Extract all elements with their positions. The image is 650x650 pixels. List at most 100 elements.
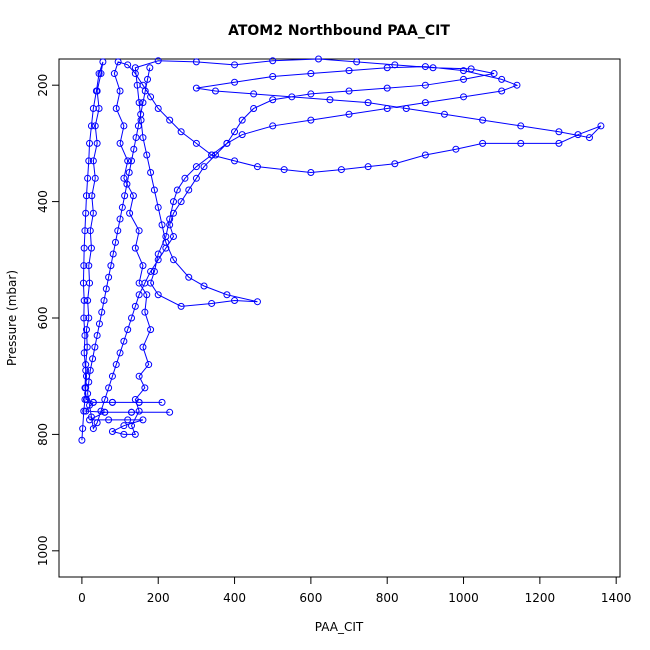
data-point [192,139,200,147]
data-point [87,244,95,252]
data-point [166,116,174,124]
data-point [555,139,563,147]
y-tick-label: 400 [36,190,50,213]
data-point [112,104,120,112]
data-point [131,395,139,403]
y-axis: 200 400 600 800 1000 [36,74,59,566]
data-point [95,70,103,78]
data-point [92,87,100,95]
data-point [143,151,151,159]
data-point [269,72,277,80]
data-point [517,122,525,130]
data-point [93,419,101,427]
data-point [208,299,216,307]
data-point [162,244,170,252]
data-point [192,163,200,171]
data-point [200,282,208,290]
data-point [513,81,521,89]
data-point [498,75,506,83]
data-point [211,151,219,159]
data-point [353,58,361,66]
data-point [137,110,145,118]
data-point [280,166,288,174]
series-line [81,58,602,441]
data-point [141,87,149,95]
data-point [223,139,231,147]
data-point [86,227,94,235]
data-point [82,192,90,200]
data-point [169,233,177,241]
x-axis-label: PAA_CIT [315,620,364,634]
data-point [517,139,525,147]
data-point [88,192,96,200]
data-point [80,244,88,252]
data-point [429,64,437,72]
data-point [181,174,189,182]
data-point [132,134,140,142]
data-point [89,209,97,217]
data-point [364,163,372,171]
data-point [95,320,103,328]
data-point [146,64,154,72]
data-point [211,87,219,95]
data-point [85,314,93,322]
data-point [154,57,162,65]
data-point [192,84,200,92]
data-point [84,390,92,398]
data-point [460,93,468,101]
data-point [134,122,142,130]
data-point [100,297,108,305]
x-tick-label: 200 [147,591,170,605]
y-axis-label: Pressure (mbar) [5,270,19,366]
x-tick-label: 1200 [525,591,556,605]
data-point [421,99,429,107]
data-point [231,128,239,136]
data-series [78,55,605,444]
data-point [139,343,147,351]
data-point [108,372,116,380]
data-point [111,238,119,246]
data-point [307,70,315,78]
data-point [82,407,90,415]
data-point [135,227,143,235]
x-tick-label: 1000 [448,591,479,605]
data-point [307,116,315,124]
data-point [87,413,95,421]
data-point [192,174,200,182]
data-point [402,104,410,112]
data-point [89,104,97,112]
data-point [131,430,139,438]
data-point [345,67,353,75]
data-point [154,104,162,112]
data-point [128,157,136,165]
chart-title: ATOM2 Northbound PAA_CIT [228,23,450,39]
data-point [110,70,118,78]
data-point [80,349,88,357]
data-point [120,422,128,430]
data-point [128,408,136,416]
data-point [80,297,88,305]
data-point [114,227,122,235]
data-point [169,256,177,264]
data-point [150,267,158,275]
data-point [85,378,93,386]
data-point [421,151,429,159]
data-point [326,96,334,104]
data-point [555,128,563,136]
data-point [91,343,99,351]
data-point [80,407,88,415]
data-point [467,65,475,73]
data-point [208,151,216,159]
data-point [337,166,345,174]
data-point [585,134,593,142]
data-point [116,139,124,147]
data-point [231,297,239,305]
y-tick-label: 600 [36,307,50,330]
data-point [81,384,89,392]
data-point [288,93,296,101]
data-point [116,87,124,95]
data-point [133,81,141,89]
data-point [79,425,87,433]
data-point [460,67,468,75]
